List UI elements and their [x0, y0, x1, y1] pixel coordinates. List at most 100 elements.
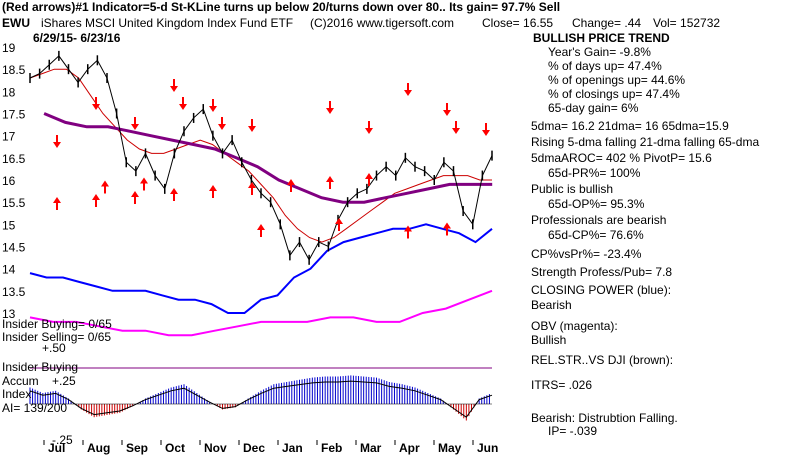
buy-arrow [101, 180, 109, 194]
insider-buying-label: Insider Buying [2, 360, 78, 374]
ai-ma-line [29, 380, 493, 418]
distribution-status: Bearish: Distrubtion Falling. [531, 411, 678, 425]
copyright: (C)2016 www.tigersoft.com [310, 16, 454, 30]
aroc: 5dmaAROC= 402 % PivotP= 15.6 [531, 151, 712, 165]
volume-value: Vol= 152732 [653, 16, 720, 30]
series-line-21-dma [29, 68, 492, 243]
cpvspr: CP%vsPr%= -23.4% [531, 247, 642, 261]
month-label: Jun [477, 441, 498, 455]
sell-arrow [404, 83, 412, 96]
closing-power-label: CLOSING POWER (blue): [531, 283, 671, 297]
month-label: Oct [165, 441, 185, 455]
level-m25: -.25 [52, 433, 73, 447]
public-status: Public is bullish [531, 182, 613, 196]
series-layer [29, 68, 493, 337]
sell-arrow [218, 117, 226, 130]
y-tick-label: 16 [2, 174, 16, 188]
accum-label: Accum [2, 374, 39, 388]
month-labels: Jul Aug Sep Oct Nov Dec Jan Feb Mar Apr May Jun [43, 440, 498, 455]
signal-arrows-layer [53, 79, 490, 239]
sell-arrow [452, 121, 460, 134]
series-line-obv [29, 289, 493, 337]
sell-arrow [248, 119, 256, 132]
dma-trend: Rising 5-dma falling 21-dma falling 65-d… [531, 135, 759, 149]
month-label: Feb [321, 441, 342, 455]
ai-label: AI= 139/200 [2, 401, 67, 415]
month-label: Mar [360, 441, 382, 455]
buy-arrow [131, 191, 139, 204]
buy-arrow [92, 194, 100, 207]
op65: 65d-OP%= 95.3% [548, 197, 645, 211]
y-tick-label: 16.5 [2, 152, 26, 166]
accum-index-layer [29, 367, 493, 421]
buy-arrow [287, 179, 295, 192]
obv-value: Bullish [531, 333, 566, 347]
index-label: Index [2, 387, 31, 401]
date-range: 6/29/15- 6/23/16 [33, 31, 121, 45]
buy-arrow [326, 176, 334, 189]
strength: Strength Profess/Pub= 7.8 [531, 265, 672, 279]
y-tick-label: 15 [2, 218, 16, 232]
month-label: Aug [87, 441, 110, 455]
sell-arrow [209, 99, 217, 112]
y-tick-label: 18.5 [2, 63, 26, 77]
dma-values: 5dma= 16.2 21dma= 16 65dma=15.9 [531, 119, 729, 133]
ip-value: IP= -.039 [548, 424, 597, 438]
insider-selling: Insider Selling= 0/65 [2, 330, 111, 344]
closing-power-value: Bearish [531, 298, 572, 312]
insider-buying: Insider Buying= 0/65 [2, 317, 112, 331]
obv-label: OBV (magenta): [531, 319, 618, 333]
cp65: 65d-CP%= 76.6% [548, 228, 644, 242]
buy-arrow [209, 185, 217, 198]
buy-arrow [404, 225, 412, 239]
buy-arrow [248, 182, 256, 195]
y-tick-label: 19 [2, 41, 16, 55]
ticker: EWU [2, 16, 30, 30]
buy-arrow [443, 222, 451, 236]
level-p50: +.50 [42, 341, 66, 355]
price-bars-layer [29, 50, 493, 265]
series-line-65-dma [43, 112, 493, 204]
sell-arrow [443, 103, 451, 116]
closings-up: % of closings up= 47.4% [548, 87, 680, 101]
years-gain: Year's Gain= -9.8% [548, 45, 651, 59]
buy-arrow [365, 173, 373, 186]
pr65: 65d-PR%= 100% [548, 166, 641, 180]
y-tick-label: 13 [2, 307, 16, 321]
close-value: Close= 16.55 [482, 16, 553, 30]
month-label: Nov [204, 441, 227, 455]
openings-up: % of openings up= 44.6% [548, 73, 685, 87]
y-tick-label: 17 [2, 130, 16, 144]
buy-arrow [140, 177, 148, 191]
buy-arrow [335, 218, 343, 231]
y-tick-label: 14 [2, 263, 16, 277]
month-label: Jan [282, 441, 303, 455]
sell-arrow [53, 135, 61, 148]
y-tick-labels: 19 18.5 18 17.5 17 16.5 16 15.5 15 14.5 14 13.5 13 [2, 41, 26, 321]
sell-arrow [365, 121, 373, 134]
days-up: % of days up= 47.4% [548, 59, 662, 73]
month-label: Jul [48, 441, 65, 455]
y-tick-label: 17.5 [2, 108, 26, 122]
y-tick-label: 13.5 [2, 285, 26, 299]
y-tick-label: 14.5 [2, 241, 26, 255]
gain-65: 65-day gain= 6% [548, 101, 639, 115]
professionals-status: Professionals are bearish [531, 213, 666, 227]
relstr-label: REL.STR..VS DJI (brown): [531, 353, 673, 367]
header-line1: (Red arrows)#1 Indicator=5-d St-KLine tu… [2, 0, 560, 14]
sell-arrow [131, 117, 139, 130]
series-line-closing-power [29, 223, 493, 314]
sell-arrow [179, 97, 187, 110]
y-tick-label: 18 [2, 85, 16, 99]
buy-arrow [170, 188, 178, 201]
sell-arrow [92, 97, 100, 110]
month-label: Dec [243, 441, 265, 455]
buy-arrow [257, 224, 265, 237]
sell-arrow [326, 101, 334, 114]
itrs-value: ITRS= .026 [531, 378, 592, 392]
sell-arrow [482, 123, 490, 136]
buy-arrow [53, 197, 61, 210]
fund-name: iShares MSCI United Kingdom Index Fund E… [41, 16, 293, 30]
change-value: Change= .44 [572, 16, 641, 30]
